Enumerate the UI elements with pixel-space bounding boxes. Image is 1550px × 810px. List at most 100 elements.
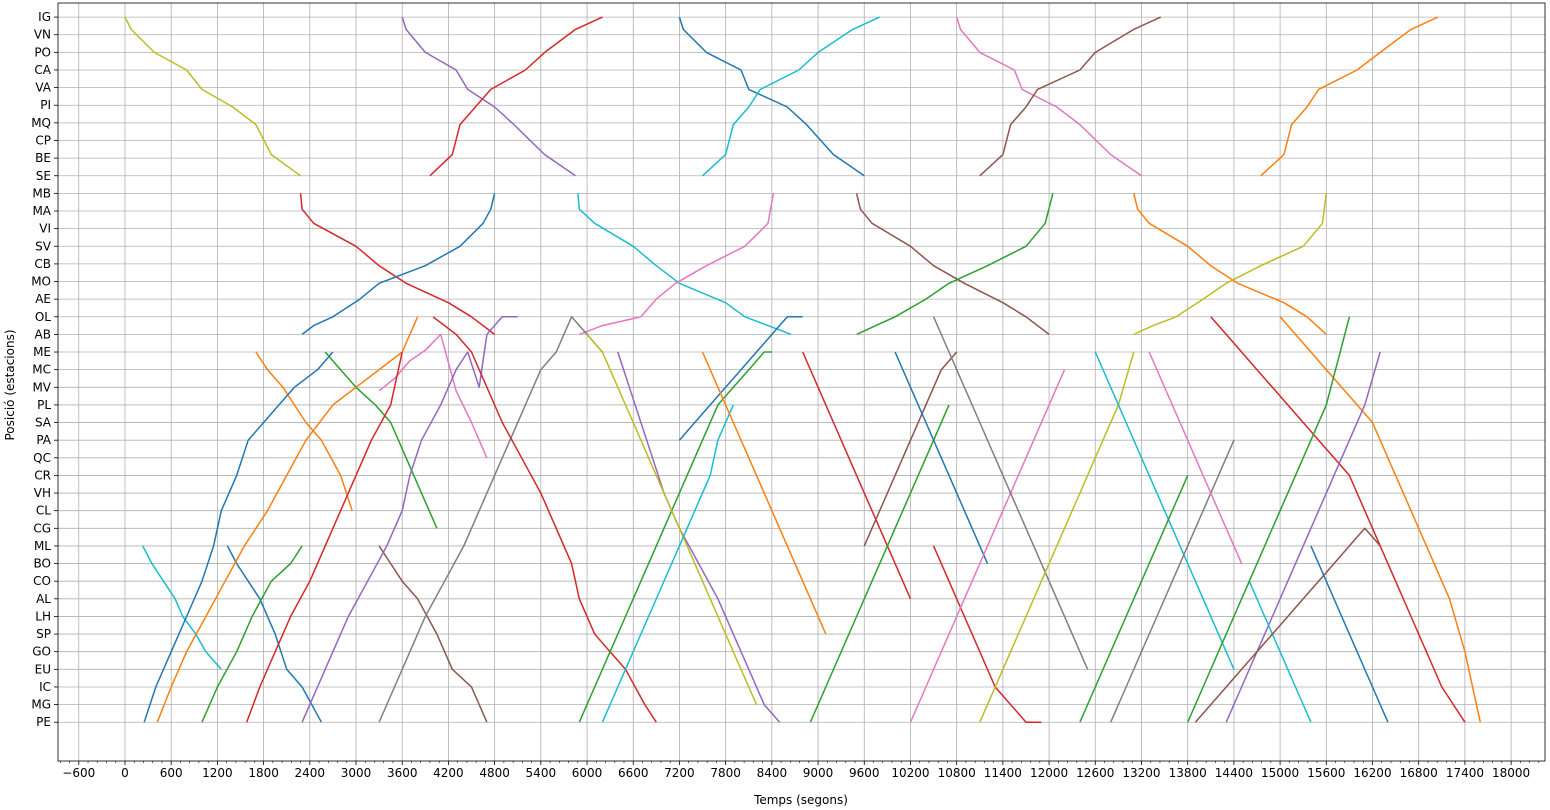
x-tick-label: 3000 [341,766,372,780]
train-line-3 [429,16,603,177]
train-line-1 [124,16,302,177]
train-line-51 [1248,580,1312,723]
x-tick-label: 15600 [1307,766,1345,780]
train-line-9 [299,193,496,335]
train-line-36 [802,351,912,600]
y-tick-label: VN [34,28,51,42]
train-line-11 [577,193,792,336]
train-line-39 [894,351,989,564]
y-tick-label: IC [39,680,51,694]
y-tick-label: SA [35,416,52,430]
train-line-46 [1110,439,1235,723]
y-tick-label: CL [36,504,51,518]
y-tick-label: MA [32,204,51,218]
y-tick-label: MO [31,275,51,289]
x-tick-label: 4200 [433,766,464,780]
x-tick-label: 6600 [618,766,649,780]
train-line-12 [579,193,775,336]
y-tick-label: GO [32,645,51,659]
y-tick-label: EU [35,662,51,676]
train-line-42 [932,316,1089,670]
train-line-47 [1210,316,1466,723]
x-tick-label: 5400 [526,766,557,780]
x-tick-label: 1200 [202,766,233,780]
x-tick-label: 11400 [984,766,1022,780]
y-tick-label: VI [39,222,51,236]
train-line-41 [909,369,1066,723]
y-tick-label: PI [40,98,51,112]
x-tick-label: 10800 [938,766,976,780]
train-line-14 [856,193,1054,336]
train-line-18 [226,545,323,723]
train-line-53 [1194,527,1381,723]
train-line-21 [255,351,353,511]
y-tick-label: CB [34,257,51,271]
y-tick-label: MC [32,363,51,377]
train-line-28 [378,316,603,723]
x-tick-label: 7800 [710,766,741,780]
x-tick-label: 16200 [1353,766,1391,780]
train-line-20 [378,333,488,459]
y-tick-label: PL [37,398,51,412]
x-tick-label: 16800 [1400,766,1438,780]
train-line-34 [678,316,803,441]
y-tick-label: MQ [31,116,51,130]
y-tick-label: MB [32,186,51,200]
x-tick-label: 2400 [295,766,326,780]
y-tick-label: SE [36,169,51,183]
train-line-2 [401,16,576,177]
y-tick-label: CG [33,521,51,535]
train-line-15 [1133,193,1327,335]
x-tick-label: 12600 [1076,766,1114,780]
train-line-6 [955,16,1142,177]
y-axis-ticks: PE MG IC EU GO SP LH AL CO BO ML CG CL VH CR QC PA SA PL MV… [31,10,58,729]
train-line-43 [979,351,1135,723]
train-line-27 [301,316,518,723]
train-line-13 [855,193,1050,335]
x-tick-label: 3600 [387,766,418,780]
train-line-5 [701,16,881,177]
x-tick-label: 600 [160,766,183,780]
x-tick-label: 0 [121,766,129,780]
y-tick-label: SV [35,239,52,253]
x-tick-label: 9000 [803,766,834,780]
y-tick-label: SP [36,627,51,641]
train-line-44 [1094,351,1235,670]
y-tick-label: PA [36,433,51,447]
x-tick-label: 10200 [891,766,929,780]
train-line-33 [601,404,734,723]
train-line-23 [143,351,334,723]
x-tick-label: −600 [62,766,95,780]
x-tick-label: 6000 [572,766,603,780]
x-tick-label: 7200 [664,766,695,780]
y-tick-label: QC [33,451,51,465]
y-tick-label: PE [36,715,51,729]
y-tick-label: BE [35,151,51,165]
x-axis-label: Temps (segons) [753,793,848,807]
train-line-40 [932,545,1042,723]
y-tick-label: IG [38,10,51,24]
train-line-54 [1148,351,1243,564]
y-tick-label: BO [34,557,51,571]
train-line-37 [809,404,950,723]
train-line-8 [1260,16,1439,177]
train-line-35 [701,351,827,635]
x-tick-label: 14400 [1215,766,1253,780]
y-tick-label: AB [35,327,51,341]
x-tick-label: 8400 [757,766,788,780]
y-tick-label: VH [34,486,51,500]
x-tick-label: 13200 [1122,766,1160,780]
series-lines [124,16,1482,723]
train-line-19 [378,545,488,723]
y-tick-label: CA [34,63,51,77]
x-tick-label: 1800 [248,766,279,780]
y-tick-label: PO [34,45,51,59]
x-tick-label: 4800 [479,766,510,780]
y-tick-label: AL [36,592,51,606]
y-tick-label: AE [35,292,51,306]
train-line-4 [678,16,865,177]
train-line-29 [432,316,657,723]
train-line-48 [1279,316,1482,723]
y-tick-label: ME [33,345,51,359]
train-line-30 [578,351,772,723]
